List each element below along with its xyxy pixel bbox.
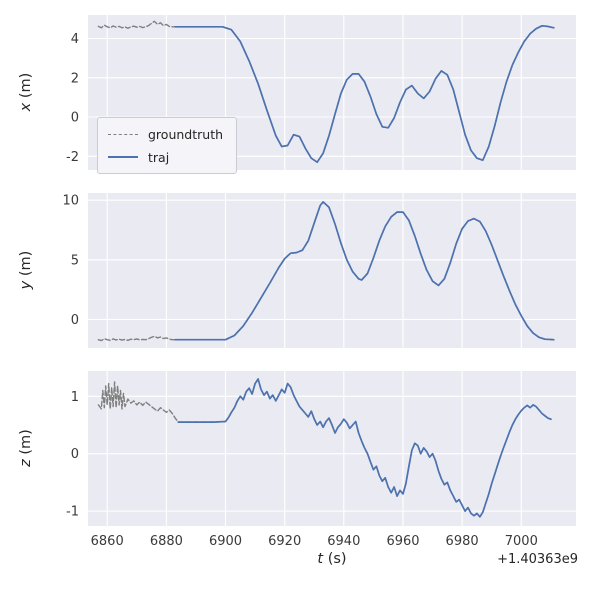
ylabel-unit: (m) (18, 428, 34, 455)
traj-line (174, 201, 555, 341)
ylabel-variable: y (18, 280, 34, 289)
y-tick-label: 1 (71, 390, 79, 405)
legend-entry-groundtruth: groundtruth (108, 124, 223, 144)
ylabel-variable: z (18, 458, 34, 467)
legend-label: groundtruth (148, 126, 224, 142)
xlabel-variable: t (317, 551, 324, 567)
y-tick-label: 10 (62, 194, 79, 209)
x-tick-label: 6980 (446, 534, 479, 549)
y-axis-label-x: x (m) (18, 52, 34, 132)
ylabel-variable: x (18, 102, 34, 111)
axis-offset-text: +1.40363e9 (497, 552, 578, 567)
y-axis-label-z: z (m) (18, 408, 34, 488)
y-tick-label: 2 (71, 71, 79, 86)
x-tick-label: 6880 (150, 534, 183, 549)
y-tick-label: -2 (66, 150, 79, 165)
x-tick-label: 6940 (327, 534, 360, 549)
x-axis-label: t (s) (88, 551, 576, 567)
x-tick-label: 6900 (209, 534, 242, 549)
dashed-line-swatch-icon (108, 133, 138, 135)
y-tick-label: 5 (71, 253, 79, 268)
ylabel-unit: (m) (18, 72, 34, 98)
ylabel-unit: (m) (18, 250, 34, 276)
y-tick-label: 0 (71, 111, 79, 126)
traj-line (177, 378, 552, 518)
x-tick-label: 6960 (386, 534, 419, 549)
legend: groundtruth traj (97, 117, 238, 174)
y-axis-label-y: y (m) (18, 230, 34, 310)
traj-line (174, 24, 555, 164)
x-tick-label: 6860 (91, 534, 124, 549)
solid-line-swatch-icon (108, 156, 138, 158)
y-tick-label: -1 (66, 505, 79, 520)
legend-entry-traj: traj (108, 147, 223, 167)
y-tick-label: 0 (71, 313, 79, 328)
y-tick-label: 0 (71, 447, 79, 462)
xlabel-unit: (s) (327, 551, 347, 567)
legend-label: traj (148, 149, 170, 165)
y-tick-label: 4 (71, 32, 79, 47)
x-tick-label: 7000 (505, 534, 538, 549)
x-tick-label: 6920 (268, 534, 301, 549)
plot-area (88, 193, 576, 348)
